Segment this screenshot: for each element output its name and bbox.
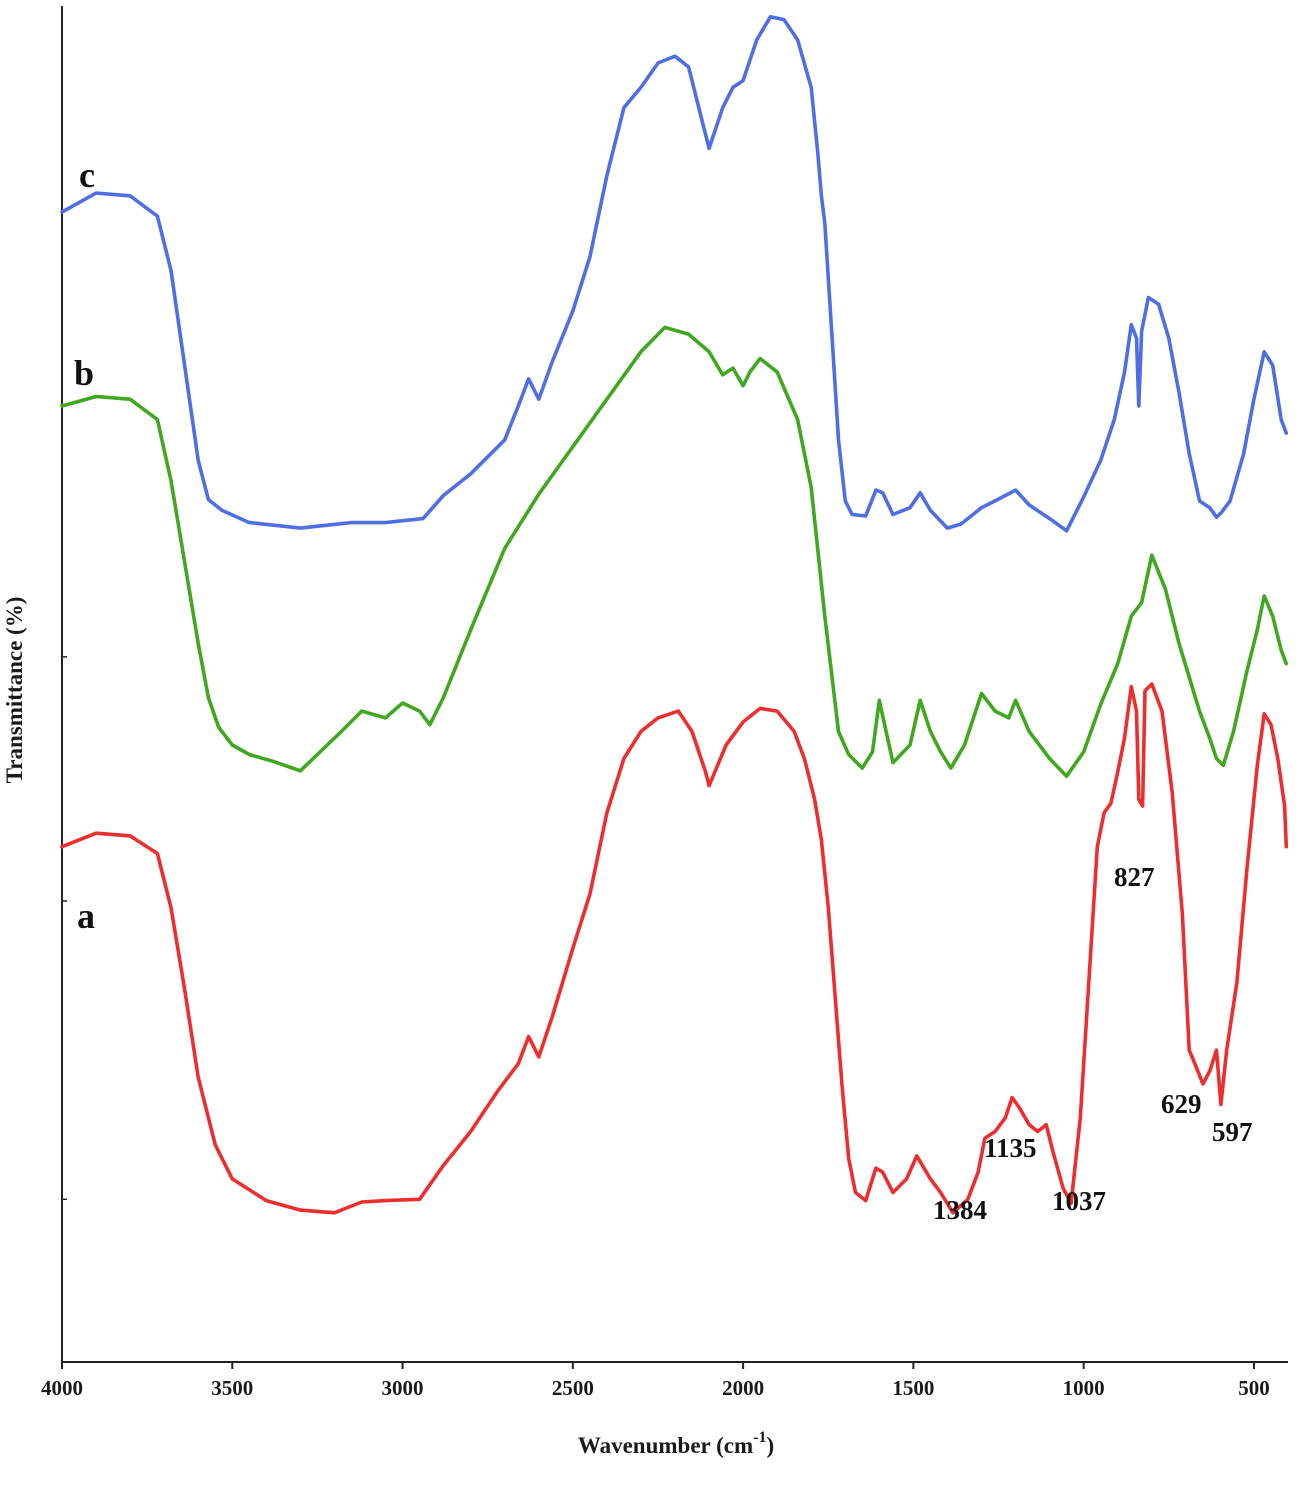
series-line-b <box>60 325 1289 778</box>
series-line-a <box>60 682 1289 1215</box>
series-layer <box>60 15 1289 1215</box>
x-axis-title-main: Wavenumber (cm <box>578 1433 753 1458</box>
peak-label-597: 597 <box>1212 1117 1253 1147</box>
peak-label-1135: 1135 <box>984 1133 1037 1163</box>
peak-label-1384: 1384 <box>933 1195 987 1225</box>
x-tick-label: 500 <box>1238 1376 1270 1400</box>
x-tick-label: 3500 <box>211 1376 253 1400</box>
x-axis-title-close: ) <box>766 1433 774 1458</box>
x-ticks: 4000 3500 3000 2500 2000 1500 1000 500 <box>41 1362 1270 1400</box>
series-line-c <box>60 15 1289 533</box>
peak-label-629: 629 <box>1161 1089 1202 1119</box>
peak-label-1037: 1037 <box>1052 1186 1106 1216</box>
x-tick-label: 2000 <box>722 1376 764 1400</box>
y-axis-title: Transmittance (%) <box>2 597 27 784</box>
x-tick-label: 3000 <box>382 1376 424 1400</box>
peak-label-827: 827 <box>1114 862 1155 892</box>
x-tick-label: 4000 <box>41 1376 83 1400</box>
x-axis-title-superscript: -1 <box>753 1429 766 1446</box>
x-axis-title: Wavenumber (cm-1) <box>578 1429 774 1458</box>
x-tick-label: 1500 <box>892 1376 934 1400</box>
curve-label-c: c <box>79 155 95 195</box>
curve-label-b: b <box>74 353 94 393</box>
curve-label-a: a <box>77 896 95 936</box>
x-tick-label: 2500 <box>552 1376 594 1400</box>
axes <box>61 6 1288 1363</box>
x-tick-label: 1000 <box>1063 1376 1105 1400</box>
